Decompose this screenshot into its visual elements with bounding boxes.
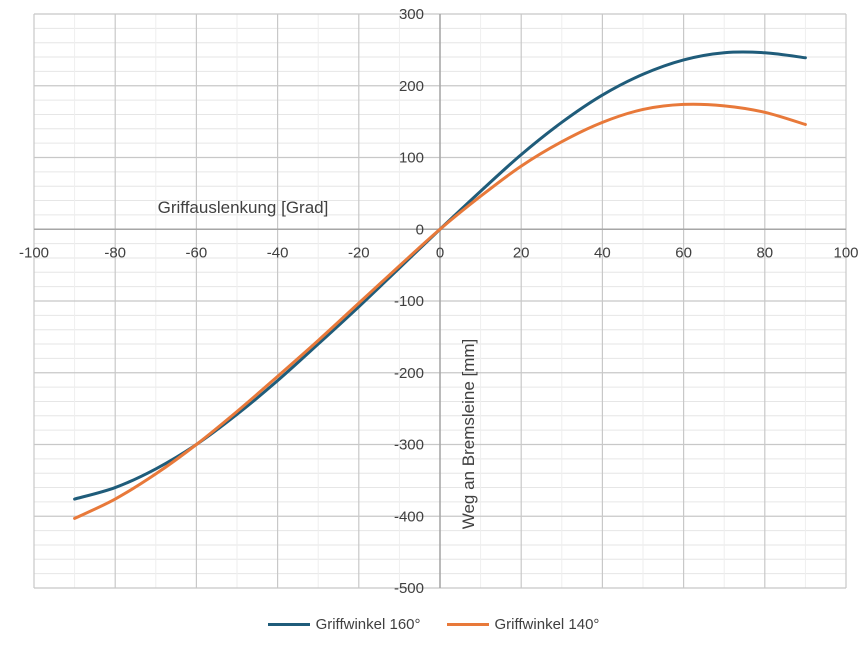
x-tick-label: 80	[756, 244, 773, 261]
x-tick-label: -20	[348, 244, 370, 261]
y-axis-title: Weg an Bremsleine [mm]	[459, 339, 478, 530]
y-tick-label: -100	[394, 293, 424, 310]
x-tick-label: 40	[594, 244, 611, 261]
x-tick-label: 60	[675, 244, 692, 261]
x-tick-label: -60	[186, 244, 208, 261]
x-tick-label: -40	[267, 244, 289, 261]
y-tick-label: -300	[394, 437, 424, 454]
legend-label-griffwinkel-140: Griffwinkel 140°	[494, 615, 600, 633]
y-tick-label: 0	[416, 221, 424, 238]
y-tick-label: 200	[399, 78, 424, 95]
y-tick-label: 300	[399, 6, 424, 23]
y-tick-label: 100	[399, 150, 424, 167]
legend-item-griffwinkel-140: Griffwinkel 140°	[446, 615, 600, 633]
x-tick-label: 100	[833, 244, 858, 261]
y-tick-label: -200	[394, 365, 424, 382]
x-tick-label: 0	[436, 244, 444, 261]
series-line-1	[73, 102, 807, 520]
legend: Griffwinkel 160° Griffwinkel 140°	[0, 612, 867, 636]
x-tick-label: -100	[19, 244, 49, 261]
legend-label-griffwinkel-160: Griffwinkel 160°	[315, 615, 421, 633]
x-tick-label: -80	[104, 244, 126, 261]
x-tick-label: 20	[513, 244, 530, 261]
legend-swatch-griffwinkel-160	[267, 622, 310, 626]
legend-item-griffwinkel-160: Griffwinkel 160°	[267, 615, 421, 633]
series-lines	[73, 50, 807, 520]
line-chart: -100 -80 -60 -40 -20 0 20 40 60 80 100-500-400-300…	[19, 6, 859, 597]
legend-swatch-griffwinkel-140	[446, 622, 489, 626]
tick-labels: -100 -80 -60 -40 -20 0 20 40 60 80 100-500-400-300…	[19, 6, 859, 597]
y-tick-label: -500	[394, 580, 424, 597]
x-axis-title: Griffauslenkung [Grad]	[158, 198, 329, 217]
y-tick-label: -400	[394, 508, 424, 525]
